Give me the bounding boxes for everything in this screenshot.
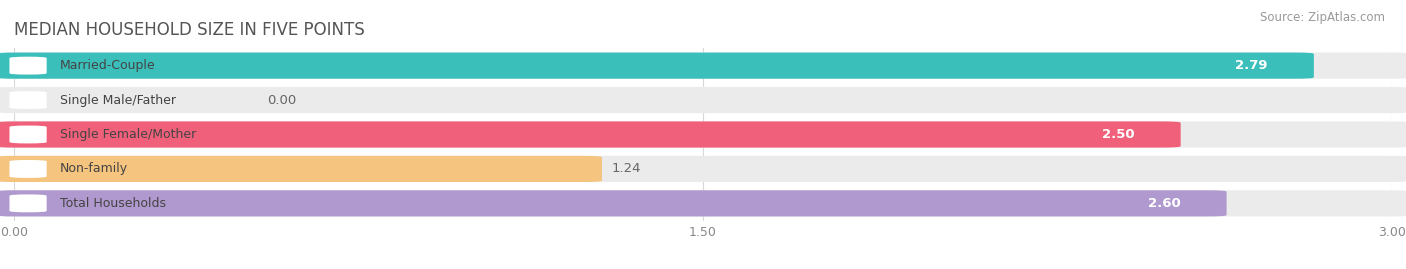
Text: Total Households: Total Households — [60, 197, 166, 210]
Text: Single Female/Mother: Single Female/Mother — [60, 128, 197, 141]
FancyBboxPatch shape — [0, 190, 1406, 217]
FancyBboxPatch shape — [0, 52, 1313, 79]
Text: 1.24: 1.24 — [612, 162, 641, 175]
Text: 0.00: 0.00 — [267, 94, 295, 107]
FancyBboxPatch shape — [0, 87, 1406, 113]
FancyBboxPatch shape — [10, 194, 46, 212]
FancyBboxPatch shape — [0, 156, 602, 182]
Text: 2.50: 2.50 — [1102, 128, 1135, 141]
FancyBboxPatch shape — [10, 126, 46, 143]
FancyBboxPatch shape — [0, 121, 1406, 148]
Text: Single Male/Father: Single Male/Father — [60, 94, 176, 107]
FancyBboxPatch shape — [10, 160, 46, 178]
Text: Source: ZipAtlas.com: Source: ZipAtlas.com — [1260, 11, 1385, 24]
FancyBboxPatch shape — [0, 156, 1406, 182]
Text: Married-Couple: Married-Couple — [60, 59, 156, 72]
FancyBboxPatch shape — [0, 121, 1181, 148]
Text: 2.60: 2.60 — [1147, 197, 1181, 210]
Text: 2.79: 2.79 — [1236, 59, 1268, 72]
FancyBboxPatch shape — [10, 91, 46, 109]
FancyBboxPatch shape — [10, 57, 46, 75]
Text: Non-family: Non-family — [60, 162, 128, 175]
FancyBboxPatch shape — [0, 52, 1406, 79]
Text: MEDIAN HOUSEHOLD SIZE IN FIVE POINTS: MEDIAN HOUSEHOLD SIZE IN FIVE POINTS — [14, 20, 364, 38]
FancyBboxPatch shape — [0, 190, 1226, 217]
